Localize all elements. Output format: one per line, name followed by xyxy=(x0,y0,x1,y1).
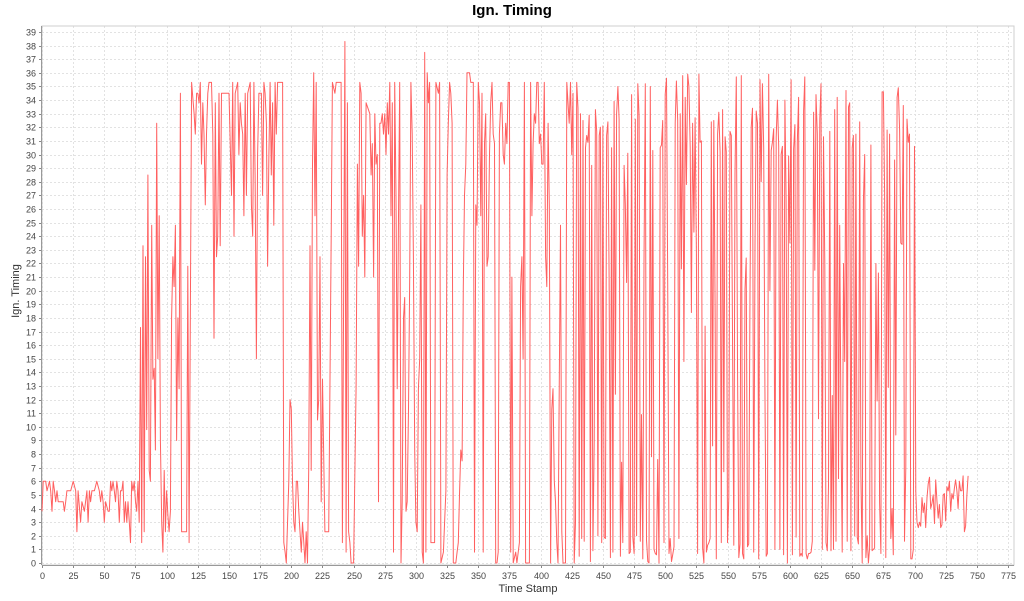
y-tick-label: 6 xyxy=(31,477,36,487)
y-tick-label: 27 xyxy=(26,191,36,201)
x-tick-label: 475 xyxy=(627,571,642,581)
y-tick-label: 39 xyxy=(26,28,36,38)
y-tick-label: 20 xyxy=(26,287,36,297)
y-tick-label: 35 xyxy=(26,82,36,92)
y-tick-label: 5 xyxy=(31,491,36,501)
x-tick-label: 600 xyxy=(783,571,798,581)
x-tick-label: 400 xyxy=(534,571,549,581)
y-tick-label: 18 xyxy=(26,314,36,324)
x-tick-label: 700 xyxy=(908,571,923,581)
y-tick-label: 25 xyxy=(26,219,36,229)
y-tick-label: 26 xyxy=(26,205,36,215)
x-tick-label: 275 xyxy=(378,571,393,581)
data-series-line xyxy=(41,41,969,564)
y-tick-label: 7 xyxy=(31,464,36,474)
y-tick-label: 29 xyxy=(26,164,36,174)
x-tick-label: 50 xyxy=(99,571,109,581)
y-tick-label: 8 xyxy=(31,450,36,460)
y-tick-label: 10 xyxy=(26,423,36,433)
x-tick-label: 150 xyxy=(222,571,237,581)
x-tick-label: 725 xyxy=(939,571,954,581)
x-tick-label: 775 xyxy=(1001,571,1016,581)
y-tick-label: 16 xyxy=(26,341,36,351)
y-tick-label: 15 xyxy=(26,355,36,365)
x-tick-label: 625 xyxy=(814,571,829,581)
y-tick-label: 11 xyxy=(27,409,36,419)
y-axis: 0123456789101112131415161718192021222324… xyxy=(26,26,42,569)
x-tick-label: 575 xyxy=(752,571,767,581)
y-tick-label: 17 xyxy=(26,328,36,338)
x-tick-label: 550 xyxy=(721,571,736,581)
y-tick-label: 24 xyxy=(26,232,36,242)
x-tick-label: 75 xyxy=(130,571,140,581)
y-tick-label: 1 xyxy=(31,545,36,555)
x-tick-label: 500 xyxy=(658,571,673,581)
y-tick-label: 12 xyxy=(26,396,36,406)
x-tick-label: 375 xyxy=(502,571,517,581)
chart-title: Ign. Timing xyxy=(472,2,552,19)
y-tick-label: 4 xyxy=(31,505,36,515)
x-axis-label: Time Stamp xyxy=(498,583,558,595)
y-tick-label: 31 xyxy=(26,137,36,147)
y-tick-label: 21 xyxy=(26,273,36,283)
y-tick-label: 3 xyxy=(31,518,36,528)
x-tick-label: 750 xyxy=(970,571,985,581)
y-tick-label: 38 xyxy=(26,42,36,52)
y-tick-label: 33 xyxy=(26,110,36,120)
x-tick-label: 650 xyxy=(845,571,860,581)
y-tick-label: 30 xyxy=(26,151,36,161)
x-tick-label: 0 xyxy=(40,571,45,581)
x-tick-label: 250 xyxy=(347,571,362,581)
y-tick-label: 0 xyxy=(31,559,36,569)
y-tick-label: 28 xyxy=(26,178,36,188)
x-tick-label: 450 xyxy=(596,571,611,581)
y-tick-label: 32 xyxy=(26,123,36,133)
x-tick-label: 350 xyxy=(471,571,486,581)
y-tick-label: 14 xyxy=(26,368,36,378)
x-tick-label: 325 xyxy=(440,571,455,581)
x-tick-label: 25 xyxy=(68,571,78,581)
x-tick-label: 175 xyxy=(253,571,268,581)
y-tick-label: 19 xyxy=(26,300,36,310)
x-tick-label: 525 xyxy=(689,571,704,581)
x-tick-label: 225 xyxy=(315,571,330,581)
x-tick-label: 425 xyxy=(565,571,580,581)
x-tick-label: 300 xyxy=(409,571,424,581)
y-tick-label: 23 xyxy=(26,246,36,256)
x-tick-label: 675 xyxy=(876,571,891,581)
y-tick-label: 37 xyxy=(26,55,36,65)
x-tick-label: 125 xyxy=(191,571,206,581)
x-tick-label: 100 xyxy=(160,571,175,581)
y-tick-label: 36 xyxy=(26,69,36,79)
y-tick-label: 22 xyxy=(26,259,36,269)
y-tick-label: 34 xyxy=(26,96,36,106)
y-tick-label: 2 xyxy=(31,532,36,542)
x-axis: 0 25 50 75 100 125 150 175 200 225 250 275 300 325 350… xyxy=(40,565,1016,581)
y-tick-label: 9 xyxy=(31,436,36,446)
y-tick-label: 13 xyxy=(26,382,36,392)
x-tick-label: 200 xyxy=(284,571,299,581)
